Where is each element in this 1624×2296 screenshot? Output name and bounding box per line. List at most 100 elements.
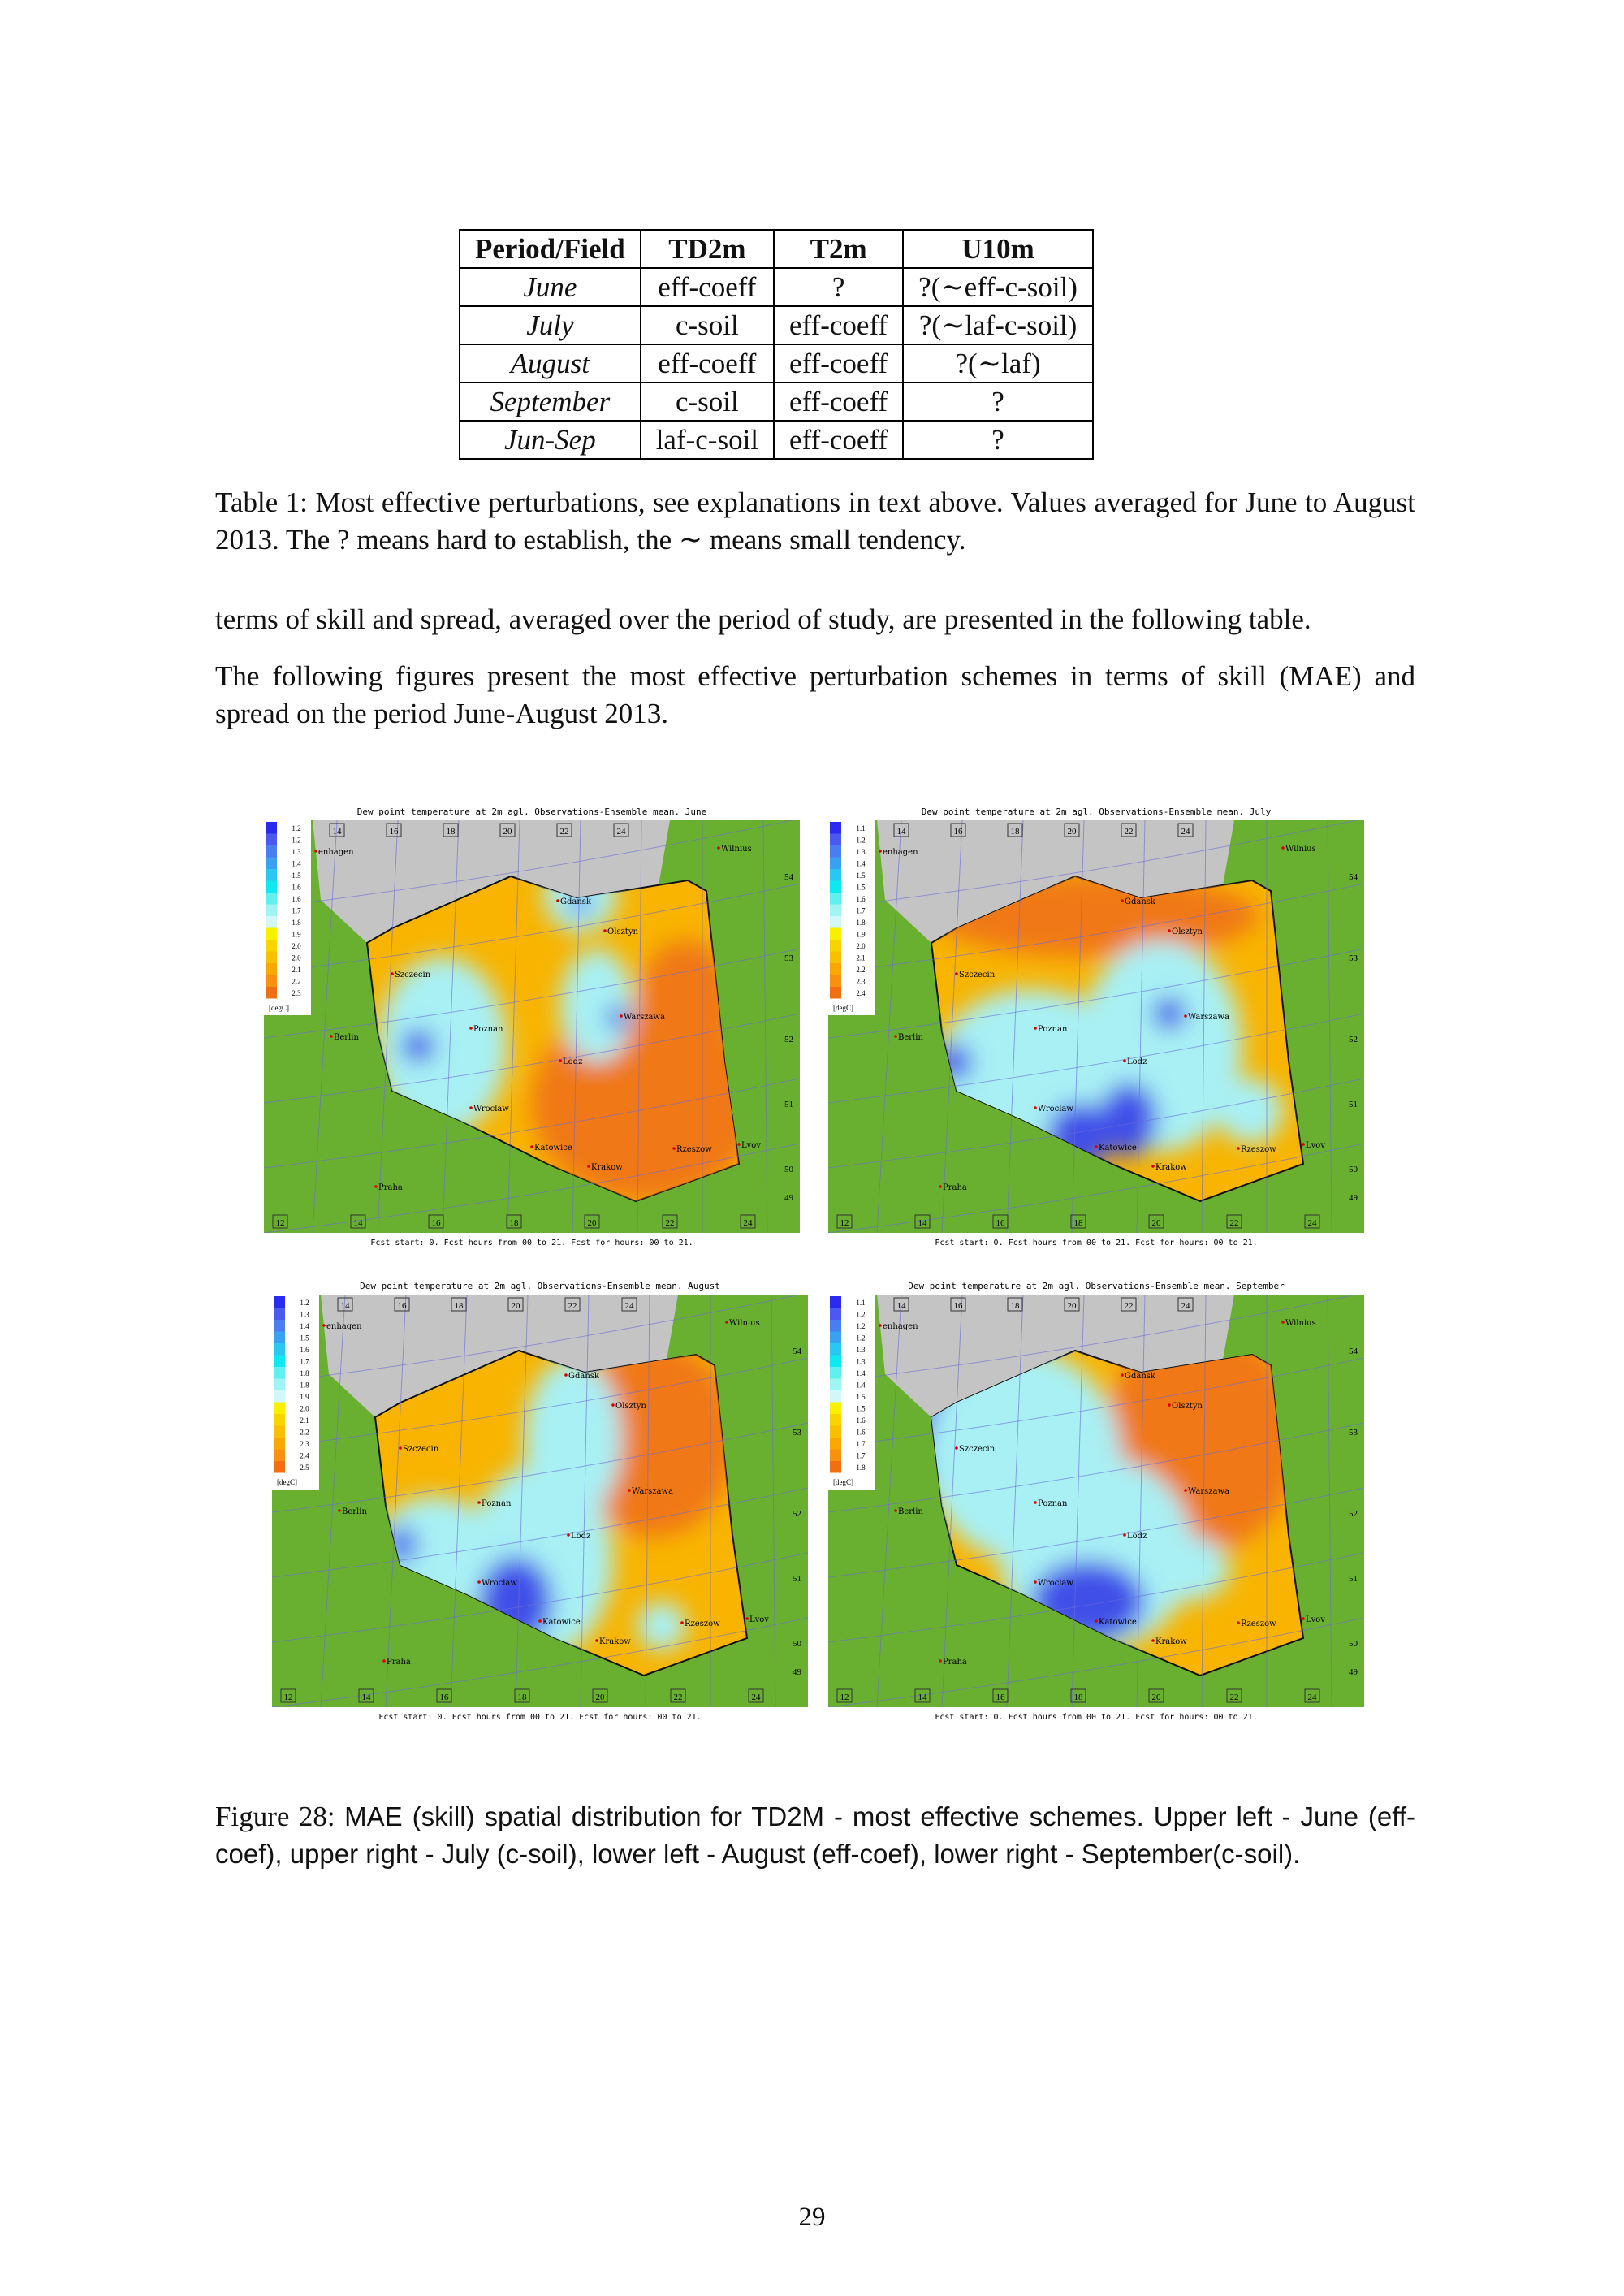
legend-value: 1.8: [300, 1369, 309, 1377]
lon-box: [436, 1688, 452, 1703]
city-label: Rzeszow: [1241, 1145, 1276, 1154]
lon-label: 18: [518, 1693, 528, 1702]
table-cell: ?: [902, 420, 1094, 460]
city-label: Rzeszow: [685, 1619, 720, 1628]
table-caption: Table 1: Most effective perturbations, s…: [215, 486, 1415, 556]
lon-label: 20: [512, 1301, 521, 1311]
city-dot: [628, 1489, 631, 1492]
field-blob: [560, 949, 633, 1062]
city-dot: [559, 1059, 562, 1062]
city-dot: [477, 1501, 481, 1504]
grid-parallel: [264, 1078, 800, 1169]
lat-label: 53: [1349, 1428, 1358, 1438]
legend-value: 1.5: [856, 1393, 866, 1401]
legend-swatch: [266, 880, 277, 893]
sea-area: [321, 1295, 678, 1417]
city-label: Wroclaw: [1038, 1579, 1073, 1588]
grid-parallel: [272, 1292, 808, 1383]
grid-meridian: [1071, 819, 1085, 1234]
legend-value: 1.7: [856, 1452, 866, 1460]
lon-box: [836, 1214, 853, 1229]
lon-box: [443, 823, 459, 837]
lon-label: 20: [1152, 1693, 1162, 1702]
city-dot: [1151, 1639, 1155, 1642]
lon-box: [394, 1297, 410, 1312]
grid-meridian: [876, 819, 902, 1234]
legend-swatch: [830, 822, 841, 834]
city-label: Katowice: [1099, 1144, 1137, 1152]
lat-label: 52: [1349, 1035, 1358, 1044]
table-header: TD2m: [639, 229, 775, 269]
city-dot: [469, 1106, 473, 1109]
city-label: Lvov: [1306, 1141, 1325, 1150]
legend-value: 1.7: [856, 907, 866, 915]
legend-swatch: [830, 1402, 841, 1414]
legend-value: 1.8: [856, 919, 866, 927]
lon-label: 20: [596, 1693, 606, 1702]
legend-value: 1.5: [856, 871, 866, 880]
field-blob: [402, 1030, 434, 1062]
lon-box: [1226, 1214, 1242, 1229]
grid-meridian: [580, 1294, 590, 1708]
city-dot: [330, 1035, 333, 1038]
city-dot: [595, 1639, 598, 1642]
figure-caption: Figure 28: MAE (skill) spatial distribut…: [215, 1798, 1415, 1873]
legend-swatch: [274, 1402, 285, 1414]
legend-value: 1.2: [292, 824, 300, 832]
city-dot: [1168, 1403, 1171, 1407]
legend-swatch: [266, 904, 277, 916]
lat-label: 49: [784, 1193, 794, 1203]
grid-parallel: [828, 1357, 1364, 1448]
city-label: Krakow: [1155, 1637, 1187, 1646]
table-row: Jun-Sep laf-c-soil eff-coeff?: [459, 420, 1094, 460]
legend-value: 1.4: [292, 860, 301, 868]
table-cell: eff-coeff: [639, 344, 775, 383]
city-dot: [477, 1580, 481, 1584]
lon-box: [386, 823, 402, 837]
legend-swatch: [830, 1378, 841, 1390]
city-label: Poznan: [473, 1025, 503, 1034]
table-header-row: Period/Field TD2m T2m U10m: [459, 229, 1094, 269]
legend-value: 2.0: [856, 942, 866, 950]
legend-value: 1.5: [300, 1334, 309, 1343]
table-cell: c-soil: [639, 382, 775, 422]
grid-parallel: [828, 1617, 1364, 1708]
grid-meridian: [1327, 819, 1332, 1234]
grid-parallel: [264, 818, 800, 909]
legend-value: 2.1: [856, 954, 865, 962]
lon-box: [1121, 823, 1137, 837]
legend-swatch: [830, 880, 841, 893]
lon-box: [1148, 1688, 1164, 1703]
city-dot: [672, 1147, 676, 1150]
city-dot: [879, 1324, 882, 1327]
lat-label: 50: [784, 1165, 794, 1174]
legend-value: 1.3: [856, 848, 866, 856]
lon-box: [950, 1297, 966, 1312]
legend-swatch: [274, 1296, 285, 1308]
field-blob: [572, 1351, 735, 1537]
city-dot: [391, 972, 394, 975]
map-footer: Fcst start: 0. Fcst hours from 00 to 21.…: [370, 1239, 693, 1247]
city-label: enhagen: [326, 1322, 362, 1331]
grid-meridian: [1201, 1294, 1207, 1708]
legend-value: 2.2: [300, 1429, 309, 1437]
field-layer: [378, 876, 739, 1200]
legend-swatch: [830, 1425, 841, 1438]
lon-box: [914, 1214, 931, 1229]
city-label: Warszawa: [632, 1487, 673, 1496]
table-header: T2m: [773, 229, 905, 269]
field-blobs: [931, 1351, 1299, 1650]
lon-box: [499, 823, 516, 837]
table-cell: ?: [902, 382, 1094, 422]
city-dot: [374, 1185, 378, 1188]
grid-meridian: [1136, 1294, 1146, 1708]
city-dot: [879, 850, 882, 853]
map-footer: Fcst start: 0. Fcst hours from 00 to 21.…: [935, 1713, 1257, 1722]
city-label: Katowice: [542, 1618, 581, 1627]
figure-caption-text: MAE (skill) spatial distribution for TD2…: [215, 1801, 1416, 1869]
field-layer: [931, 1351, 1299, 1650]
grid-parallel: [264, 883, 800, 974]
legend-value: 2.0: [292, 954, 301, 962]
city-label: Wilnius: [721, 845, 752, 854]
lat-label: 51: [784, 1100, 793, 1109]
